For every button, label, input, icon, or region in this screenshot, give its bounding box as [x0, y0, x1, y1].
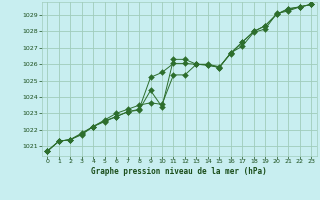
X-axis label: Graphe pression niveau de la mer (hPa): Graphe pression niveau de la mer (hPa) — [91, 167, 267, 176]
